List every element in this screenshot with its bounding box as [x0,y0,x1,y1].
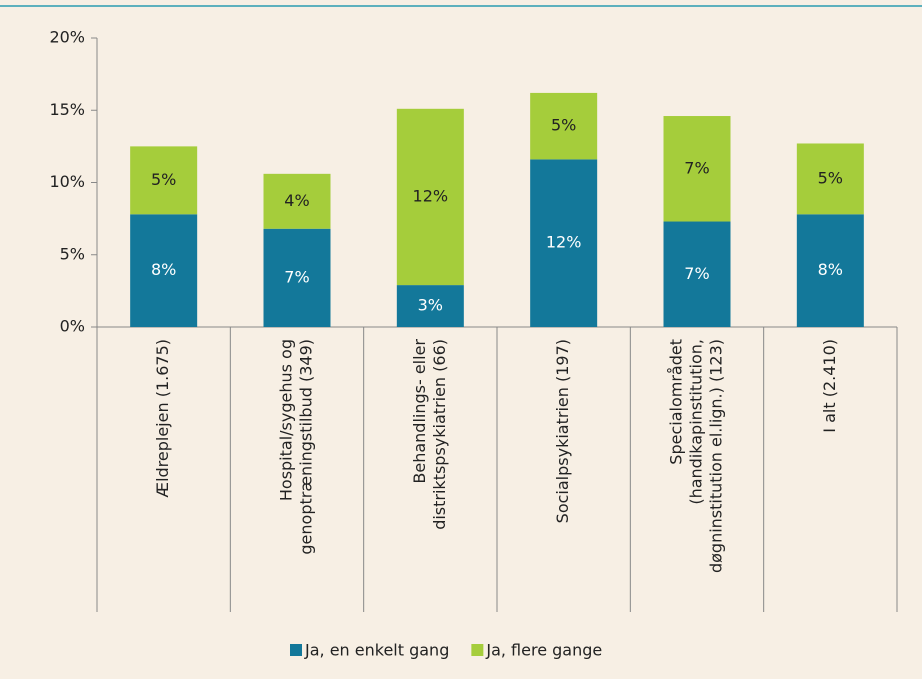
value-label: 7% [684,264,709,283]
x-tick-label: Behandlings- eller distriktspsykiatrien (… [410,339,449,530]
value-label: 3% [418,296,443,315]
y-tick-label: 5% [60,244,85,263]
x-tick-label: I alt (2.410) [820,339,839,433]
y-tick-label: 20% [49,28,85,47]
x-tick-label-line: Specialområdet [667,339,686,465]
bar-segment [663,221,731,327]
x-tick-label-line: døgninstitution el.lign.) (123) [707,339,726,573]
bar-segment [396,108,464,286]
bar-segment [796,214,864,327]
bar-segment [396,285,464,327]
x-tick-label: Socialpsykiatrien (197) [553,339,572,523]
value-label: 7% [284,267,309,286]
bar-segment [130,214,198,327]
y-tick-label: 10% [49,172,85,191]
value-label: 5% [818,168,843,187]
x-tick-label: Hospital/sygehus og genoptræningstilbud (… [277,339,316,555]
y-tick-label: 0% [60,317,85,336]
value-label: 8% [818,260,843,279]
bar-segment [530,159,598,327]
x-tick-label: Ældreplejen (1.675) [153,339,172,498]
x-tick-label-line: genoptræningstilbud (349) [297,339,316,555]
x-tick-label-line: Socialpsykiatrien (197) [553,339,572,523]
x-tick-label: Specialområdet (handikapinstitution, døgni… [667,339,726,573]
legend-label: Ja, en enkelt gang [304,641,449,660]
value-label: 4% [284,191,309,210]
value-label: 12% [546,233,582,252]
value-label: 7% [684,158,709,177]
bar-segment [263,173,331,229]
x-tick-label-line: distriktspsykiatrien (66) [430,339,449,530]
x-tick-label-line: I alt (2.410) [820,339,839,433]
bar-segment [663,116,731,222]
value-label: 5% [151,170,176,189]
value-label: 12% [413,186,449,205]
x-tick-label-line: (handikapinstitution, [687,339,706,505]
bar-segment [130,146,198,215]
value-label: 5% [551,116,576,135]
bar-segment [263,228,331,327]
value-label: 8% [151,260,176,279]
legend-swatch [471,644,484,656]
legend-label: Ja, flere gange [485,641,602,660]
bar-segment [796,143,864,215]
bar-segment [530,92,598,160]
y-tick-label: 15% [49,100,85,119]
x-tick-label-line: Behandlings- eller [410,339,429,484]
x-tick-label-line: Hospital/sygehus og [277,339,296,501]
x-tick-label-line: Ældreplejen (1.675) [153,339,172,498]
legend-swatch [290,644,302,656]
